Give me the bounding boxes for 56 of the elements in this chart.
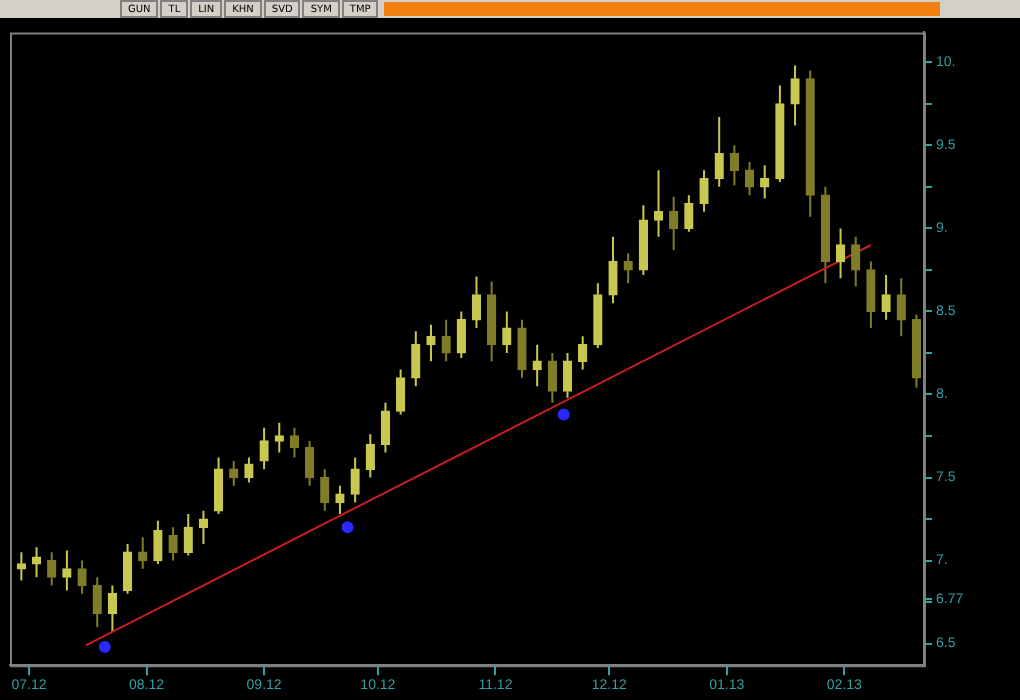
candlestick [835, 227, 846, 280]
candlestick [213, 456, 224, 516]
candlestick [259, 426, 269, 471]
candlestick [547, 351, 557, 404]
candlestick [593, 282, 603, 349]
candlestick [578, 335, 588, 371]
candlestick [775, 84, 785, 183]
candlestick [638, 204, 649, 276]
candlestick [851, 235, 861, 288]
candlestick [699, 169, 709, 213]
candlestick [47, 551, 57, 587]
candlestick [198, 509, 209, 545]
candlestick [790, 64, 800, 127]
candlestick [471, 275, 482, 330]
candlestick [517, 318, 527, 379]
candlestick [304, 439, 315, 487]
point [557, 408, 570, 421]
candlestick [760, 164, 770, 200]
candlestick [168, 526, 178, 562]
candlestick [744, 160, 755, 197]
candlestick [426, 323, 436, 363]
point [341, 521, 354, 534]
candlestick [335, 484, 345, 516]
candlestick [441, 318, 451, 363]
candlestick [669, 195, 679, 251]
candlestick [320, 468, 330, 512]
candlestick [653, 169, 664, 238]
candlestick [411, 330, 421, 388]
candlestick [62, 549, 72, 592]
candlestick [16, 551, 27, 582]
candlestick [805, 69, 815, 218]
candlestick [122, 542, 133, 595]
candlestick [684, 194, 694, 233]
candlestick [486, 280, 497, 363]
candlestick [350, 456, 360, 504]
candlestick [183, 513, 193, 557]
candlestick [820, 185, 831, 285]
candlestick [623, 252, 633, 285]
candlestick [289, 426, 300, 459]
candlestick [608, 235, 618, 305]
candlestick [562, 351, 573, 399]
candlestick [866, 260, 876, 330]
candlestick [502, 310, 512, 354]
candlestick [896, 277, 906, 338]
candlestick [274, 421, 284, 454]
candlestick [380, 401, 391, 454]
candlestick [729, 144, 740, 187]
candlestick [92, 576, 102, 628]
candlestick [31, 546, 42, 579]
candlestick [881, 273, 891, 321]
candlestick [244, 456, 254, 484]
candlestick [107, 584, 118, 633]
candlestick [714, 116, 724, 188]
candlestick [77, 559, 87, 595]
candlestick [365, 433, 375, 479]
point [98, 640, 111, 653]
